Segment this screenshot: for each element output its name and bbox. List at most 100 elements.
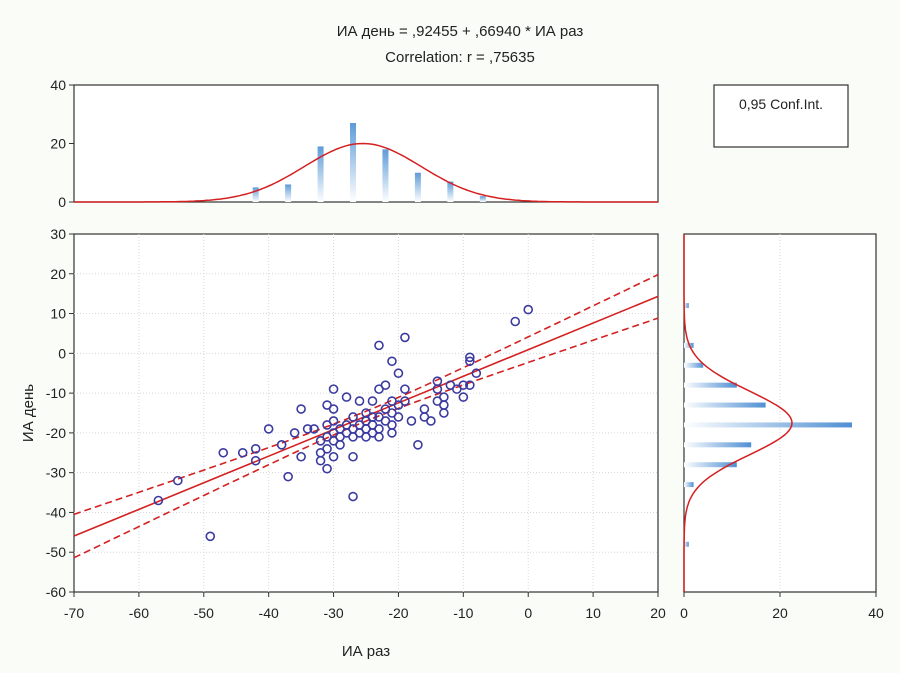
chart-title: ИА день = ,92455 + ,66940 * ИА раз <box>337 23 584 40</box>
scatter-point <box>380 380 391 390</box>
top-histogram-bar <box>350 123 357 202</box>
scatter-point <box>465 352 475 363</box>
y-tick-label: -10 <box>46 385 66 401</box>
y-axis-label: ИА день <box>20 384 37 442</box>
scatter-point <box>296 451 306 462</box>
scatter-point <box>432 376 443 386</box>
top-histogram-y-ticks: 40 20 0 <box>50 77 74 210</box>
scatter-point <box>465 356 475 367</box>
top-histogram-bar <box>447 181 454 202</box>
scatter-point <box>328 404 339 414</box>
y-tick-label: -40 <box>46 504 66 520</box>
y-tick-label: -50 <box>46 544 66 560</box>
scatter-point <box>250 443 261 454</box>
scatter-point <box>276 440 287 450</box>
right-histogram-bar <box>684 362 704 368</box>
y-tick-label: -20 <box>46 425 66 441</box>
legend-box <box>713 84 849 148</box>
x-tick-label: 0 <box>524 605 532 621</box>
scatter-point <box>348 491 358 502</box>
right-histogram-bar <box>684 462 737 468</box>
right-histogram-bar <box>684 541 689 547</box>
scatter-point <box>426 416 436 426</box>
x-tick-label: -10 <box>453 605 473 621</box>
scatter-point <box>393 368 404 379</box>
scatter-point <box>322 463 332 474</box>
x-tick-label: -60 <box>129 605 149 621</box>
x-tick-label: -50 <box>194 605 214 621</box>
y-axis-ticks: 30 20 10 0 -10 -20 -30 -40 -50 -60 <box>46 226 74 600</box>
scatter-point <box>374 340 384 351</box>
scatter-plot-area <box>73 233 659 593</box>
x-tick-label: 10 <box>585 605 601 621</box>
scatter-point <box>153 495 164 506</box>
scatter-point <box>283 471 293 482</box>
scatter-point <box>250 455 261 466</box>
top-histogram-bar <box>479 196 486 202</box>
x-tick-label: -70 <box>64 605 84 621</box>
x-tick-label: 20 <box>650 605 666 621</box>
top-histogram-tick-label: 0 <box>58 194 66 210</box>
scatter-point <box>458 380 469 390</box>
scatter-point <box>296 404 306 414</box>
scatter-point <box>387 356 397 367</box>
scatter-point <box>471 368 482 379</box>
scatter-point <box>341 392 352 402</box>
scatter-point <box>458 392 469 402</box>
scatter-point <box>322 443 332 454</box>
top-histogram-bar <box>252 187 259 202</box>
x-tick-label: -40 <box>259 605 279 621</box>
scatter-point <box>348 451 358 462</box>
scatter-point <box>328 416 339 426</box>
y-tick-label: 0 <box>58 345 66 361</box>
scatter-point <box>367 396 378 406</box>
top-histogram-bar <box>414 172 421 202</box>
right-histogram-bar <box>684 382 737 388</box>
scatter-point <box>510 316 521 327</box>
x-tick-label: -30 <box>323 605 343 621</box>
y-tick-label: -30 <box>46 465 66 481</box>
scatter-point <box>328 451 339 462</box>
scatter-point <box>400 384 410 394</box>
scatter-point <box>328 384 339 394</box>
scatter-point <box>309 424 319 434</box>
right-histogram-tick-label: 20 <box>772 605 788 621</box>
scatter-points <box>153 304 534 542</box>
right-histogram-normal-curve <box>683 234 793 592</box>
scatter-point <box>289 428 300 438</box>
right-histogram-tick-label: 0 <box>680 605 688 621</box>
scatter-point <box>465 380 475 390</box>
legend-text: 0,95 Conf.Int. <box>739 96 823 112</box>
right-histogram-x-ticks: 0 20 40 <box>680 592 884 621</box>
top-histogram-bar <box>317 146 324 202</box>
scatter-point <box>374 432 384 442</box>
scatter-point <box>335 440 345 450</box>
scatter-point <box>237 447 248 458</box>
right-histogram-bar <box>684 402 766 408</box>
top-histogram-tick-label: 20 <box>50 136 66 152</box>
y-tick-label: 10 <box>50 306 66 322</box>
top-histogram-tick-label: 40 <box>50 77 66 93</box>
scatter-point <box>173 475 183 486</box>
y-tick-label: 20 <box>50 266 66 282</box>
scatter-point <box>413 440 423 450</box>
scatter-point <box>263 424 274 434</box>
y-tick-label: -60 <box>46 584 66 600</box>
right-histogram-bar <box>684 303 689 309</box>
right-histogram-bar <box>684 442 752 448</box>
scatter-point <box>354 396 365 406</box>
scatter-point <box>523 304 534 315</box>
top-histogram-bar <box>382 149 389 202</box>
x-axis-ticks: -70 -60 -50 -40 -30 -20 -10 0 10 20 <box>64 592 666 621</box>
top-histogram-bar <box>285 184 292 202</box>
top-histogram-bars <box>252 123 486 202</box>
scatter-point <box>400 332 410 343</box>
scatter-point <box>400 396 410 406</box>
scatter-point <box>387 428 397 438</box>
right-histogram-tick-label: 40 <box>868 605 884 621</box>
scatter-point <box>218 447 229 458</box>
scatter-point <box>439 408 449 418</box>
scatter-point <box>367 412 378 422</box>
scatter-point <box>315 455 326 466</box>
